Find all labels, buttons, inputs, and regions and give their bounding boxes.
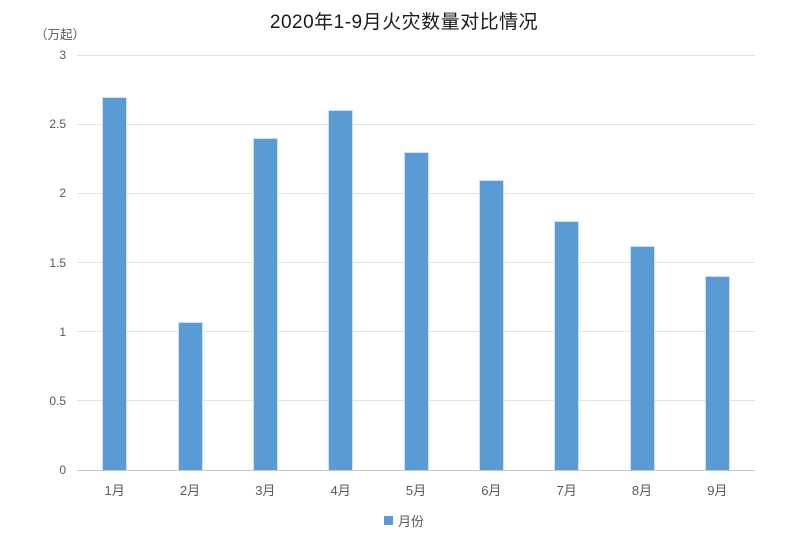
x-tick-label-5月: 5月: [405, 483, 427, 498]
gridline-3: [77, 54, 755, 56]
bar-4月: [328, 110, 354, 470]
x-tick-label-6月: 6月: [481, 483, 502, 498]
x-tick-label-4月: 4月: [330, 483, 351, 498]
bar-2月: [177, 321, 203, 470]
bar-5月: [403, 151, 429, 470]
y-tick-label-1: 1: [59, 324, 66, 339]
x-tick-label-1月: 1月: [104, 483, 125, 498]
legend-swatch: [383, 516, 393, 525]
y-tick-label-0.5: 0.5: [49, 393, 66, 408]
legend-label: 月份: [397, 514, 424, 529]
gridline-2.5: [77, 123, 755, 125]
x-tick-label-8月: 8月: [631, 483, 653, 498]
y-axis-unit-label: （万起）: [35, 28, 86, 42]
bar-9月: [704, 276, 730, 470]
x-tick-label-3月: 3月: [255, 483, 276, 498]
bar-3月: [252, 138, 278, 470]
bar-6月: [478, 179, 504, 470]
x-axis-line: [77, 469, 755, 471]
x-tick-label-9月: 9月: [707, 483, 728, 498]
y-tick-label-2.5: 2.5: [49, 117, 66, 132]
bar-7月: [554, 221, 580, 470]
bar-1月: [102, 96, 128, 470]
y-tick-label-0: 0: [59, 463, 66, 477]
x-tick-label-2月: 2月: [179, 483, 201, 498]
y-tick-label-1.5: 1.5: [49, 255, 66, 270]
y-tick-label-3: 3: [59, 48, 66, 62]
bar-8月: [629, 245, 655, 470]
legend: 月份: [0, 511, 808, 530]
y-tick-label-2: 2: [59, 186, 66, 201]
x-tick-label-7月: 7月: [556, 483, 577, 498]
chart-title: 2020年1-9月火灾数量对比情况: [269, 12, 539, 33]
